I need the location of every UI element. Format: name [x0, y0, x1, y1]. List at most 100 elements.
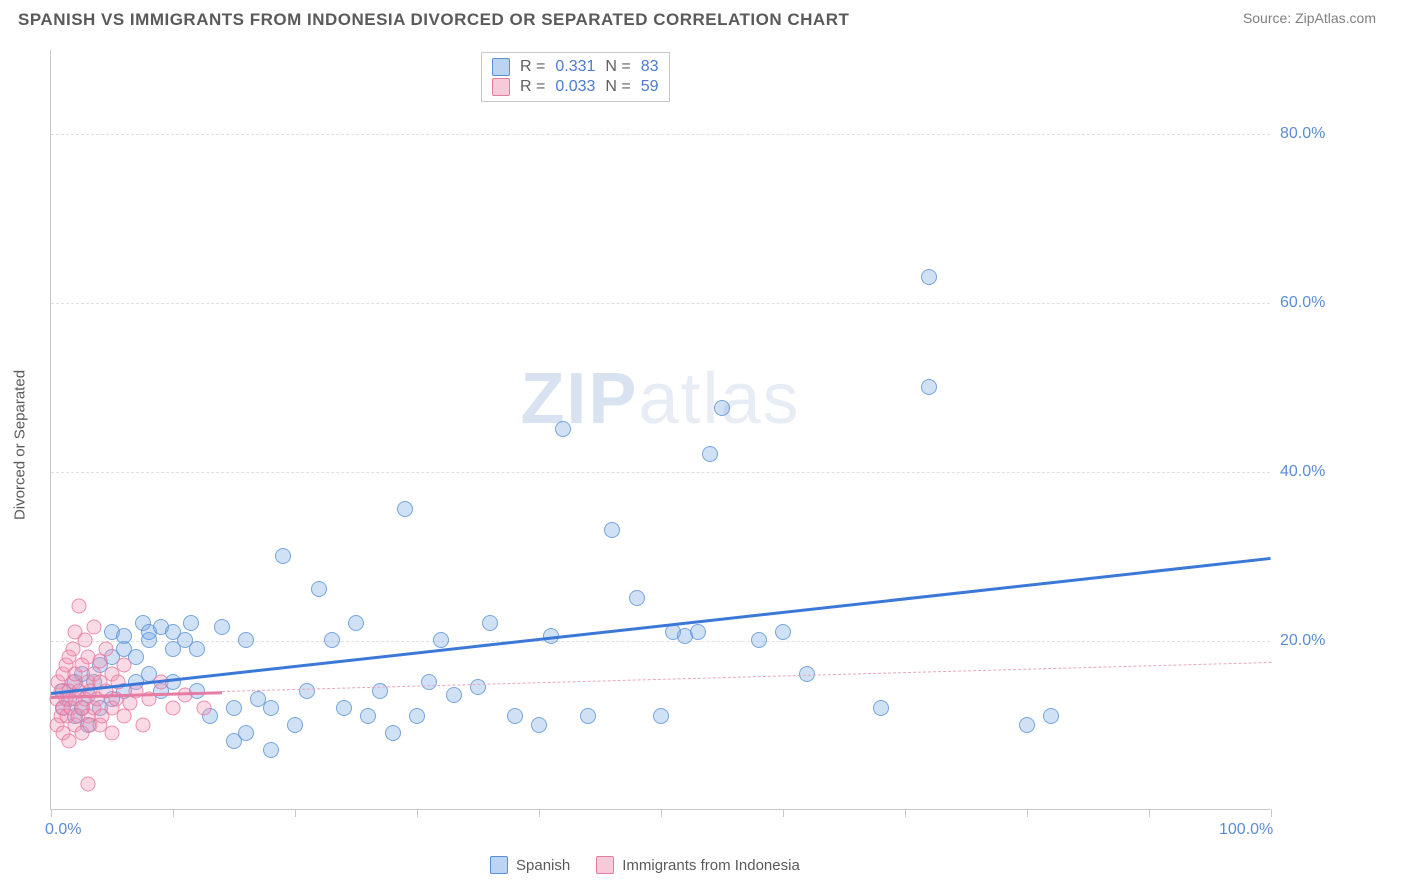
chart-title: SPANISH VS IMMIGRANTS FROM INDONESIA DIV… [18, 10, 849, 30]
data-point-spanish [531, 717, 547, 733]
trend-line [51, 557, 1271, 695]
data-point-spanish [580, 708, 596, 724]
x-tick [295, 809, 296, 817]
data-point-spanish [299, 683, 315, 699]
r-value: 0.331 [555, 58, 595, 76]
data-point-indonesia [117, 658, 132, 673]
x-tick [1149, 809, 1150, 817]
data-point-spanish [775, 624, 791, 640]
data-point-spanish [421, 674, 437, 690]
y-tick-label: 80.0% [1280, 125, 1350, 143]
y-axis-title: Divorced or Separated [12, 370, 29, 520]
data-point-spanish [604, 522, 620, 538]
gridline [51, 303, 1270, 304]
x-tick [417, 809, 418, 817]
gridline [51, 641, 1270, 642]
data-point-spanish [507, 708, 523, 724]
x-tick [173, 809, 174, 817]
data-point-spanish [348, 615, 364, 631]
x-tick-label: 100.0% [1219, 821, 1273, 839]
n-value: 59 [641, 78, 659, 96]
legend-label: Spanish [516, 857, 570, 874]
x-tick [51, 809, 52, 817]
data-point-spanish [226, 700, 242, 716]
data-point-spanish [751, 632, 767, 648]
y-tick-label: 40.0% [1280, 463, 1350, 481]
data-point-spanish [397, 501, 413, 517]
data-point-spanish [873, 700, 889, 716]
data-point-indonesia [166, 700, 181, 715]
data-point-spanish [183, 615, 199, 631]
gridline [51, 472, 1270, 473]
data-point-spanish [238, 632, 254, 648]
n-label: N = [605, 78, 630, 96]
swatch-icon [490, 856, 508, 874]
data-point-spanish [263, 742, 279, 758]
series-legend: Spanish Immigrants from Indonesia [490, 856, 800, 874]
data-point-spanish [324, 632, 340, 648]
data-point-spanish [372, 683, 388, 699]
data-point-spanish [921, 379, 937, 395]
r-value: 0.033 [555, 78, 595, 96]
source-attribution: Source: ZipAtlas.com [1243, 10, 1376, 26]
data-point-spanish [433, 632, 449, 648]
x-tick [661, 809, 662, 817]
correlation-legend: R = 0.331 N = 83 R = 0.033 N = 59 [481, 52, 670, 102]
data-point-spanish [360, 708, 376, 724]
data-point-spanish [653, 708, 669, 724]
x-tick [1027, 809, 1028, 817]
data-point-indonesia [196, 700, 211, 715]
data-point-spanish [189, 641, 205, 657]
data-point-spanish [714, 400, 730, 416]
plot-area: ZIPatlas R = 0.331 N = 83 R = 0.033 N = … [50, 50, 1270, 810]
data-point-spanish [116, 628, 132, 644]
legend-item-indonesia: Immigrants from Indonesia [596, 856, 800, 874]
data-point-spanish [702, 446, 718, 462]
x-tick [1271, 809, 1272, 817]
data-point-spanish [921, 269, 937, 285]
data-point-spanish [1019, 717, 1035, 733]
x-tick [539, 809, 540, 817]
legend-row-indonesia: R = 0.033 N = 59 [492, 77, 659, 97]
legend-label: Immigrants from Indonesia [622, 857, 800, 874]
data-point-spanish [482, 615, 498, 631]
data-point-spanish [238, 725, 254, 741]
swatch-icon [492, 58, 510, 76]
r-label: R = [520, 58, 545, 76]
chart-container: Divorced or Separated ZIPatlas R = 0.331… [50, 50, 1380, 840]
data-point-spanish [629, 590, 645, 606]
data-point-spanish [409, 708, 425, 724]
y-tick-label: 60.0% [1280, 294, 1350, 312]
gridline [51, 134, 1270, 135]
data-point-spanish [690, 624, 706, 640]
swatch-icon [596, 856, 614, 874]
data-point-indonesia [105, 726, 120, 741]
data-point-indonesia [86, 620, 101, 635]
x-tick-label: 0.0% [45, 821, 81, 839]
data-point-indonesia [135, 717, 150, 732]
r-label: R = [520, 78, 545, 96]
swatch-icon [492, 78, 510, 96]
data-point-indonesia [72, 599, 87, 614]
x-tick [783, 809, 784, 817]
data-point-spanish [555, 421, 571, 437]
legend-item-spanish: Spanish [490, 856, 570, 874]
data-point-spanish [470, 679, 486, 695]
data-point-spanish [1043, 708, 1059, 724]
data-point-spanish [263, 700, 279, 716]
data-point-indonesia [80, 776, 95, 791]
data-point-spanish [385, 725, 401, 741]
data-point-spanish [336, 700, 352, 716]
data-point-spanish [214, 619, 230, 635]
data-point-spanish [287, 717, 303, 733]
data-point-spanish [311, 581, 327, 597]
data-point-spanish [275, 548, 291, 564]
data-point-indonesia [98, 641, 113, 656]
n-value: 83 [641, 58, 659, 76]
y-tick-label: 20.0% [1280, 632, 1350, 650]
data-point-indonesia [78, 633, 93, 648]
data-point-spanish [446, 687, 462, 703]
x-tick [905, 809, 906, 817]
n-label: N = [605, 58, 630, 76]
legend-row-spanish: R = 0.331 N = 83 [492, 57, 659, 77]
